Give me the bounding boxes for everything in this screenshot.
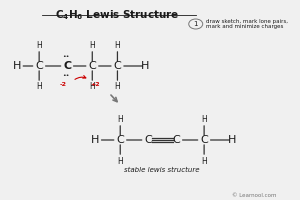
Text: ••: •• [62, 72, 70, 77]
Text: C: C [63, 61, 71, 71]
FancyArrowPatch shape [75, 76, 86, 79]
Text: H: H [13, 61, 21, 71]
Text: H: H [89, 82, 95, 91]
Text: C: C [200, 135, 208, 145]
Text: C: C [88, 61, 96, 71]
Text: C: C [144, 135, 152, 145]
Text: -2: -2 [59, 82, 66, 87]
Text: C: C [35, 61, 43, 71]
Text: ••: •• [62, 54, 70, 59]
Text: H: H [115, 82, 120, 91]
Text: draw sketch, mark lone pairs,
mark and minimize charges: draw sketch, mark lone pairs, mark and m… [206, 19, 287, 29]
Text: © Learnool.com: © Learnool.com [232, 193, 277, 198]
FancyArrowPatch shape [111, 95, 117, 102]
Text: H: H [36, 82, 42, 91]
Text: H: H [36, 40, 42, 49]
Text: C: C [114, 61, 121, 71]
Text: stable lewis structure: stable lewis structure [124, 167, 200, 173]
Text: C: C [116, 135, 124, 145]
Text: H: H [228, 135, 236, 145]
Text: 1: 1 [194, 21, 198, 27]
Text: $\mathbf{C_4H_6}$ Lewis Structure: $\mathbf{C_4H_6}$ Lewis Structure [55, 8, 180, 22]
Text: H: H [89, 40, 95, 49]
Text: H: H [115, 40, 120, 49]
Text: H: H [117, 114, 123, 123]
Text: H: H [117, 156, 123, 166]
Text: H: H [201, 156, 207, 166]
Text: C: C [172, 135, 180, 145]
Text: H: H [201, 114, 207, 123]
Text: H: H [91, 135, 99, 145]
Text: +2: +2 [90, 82, 100, 87]
Text: H: H [141, 61, 150, 71]
